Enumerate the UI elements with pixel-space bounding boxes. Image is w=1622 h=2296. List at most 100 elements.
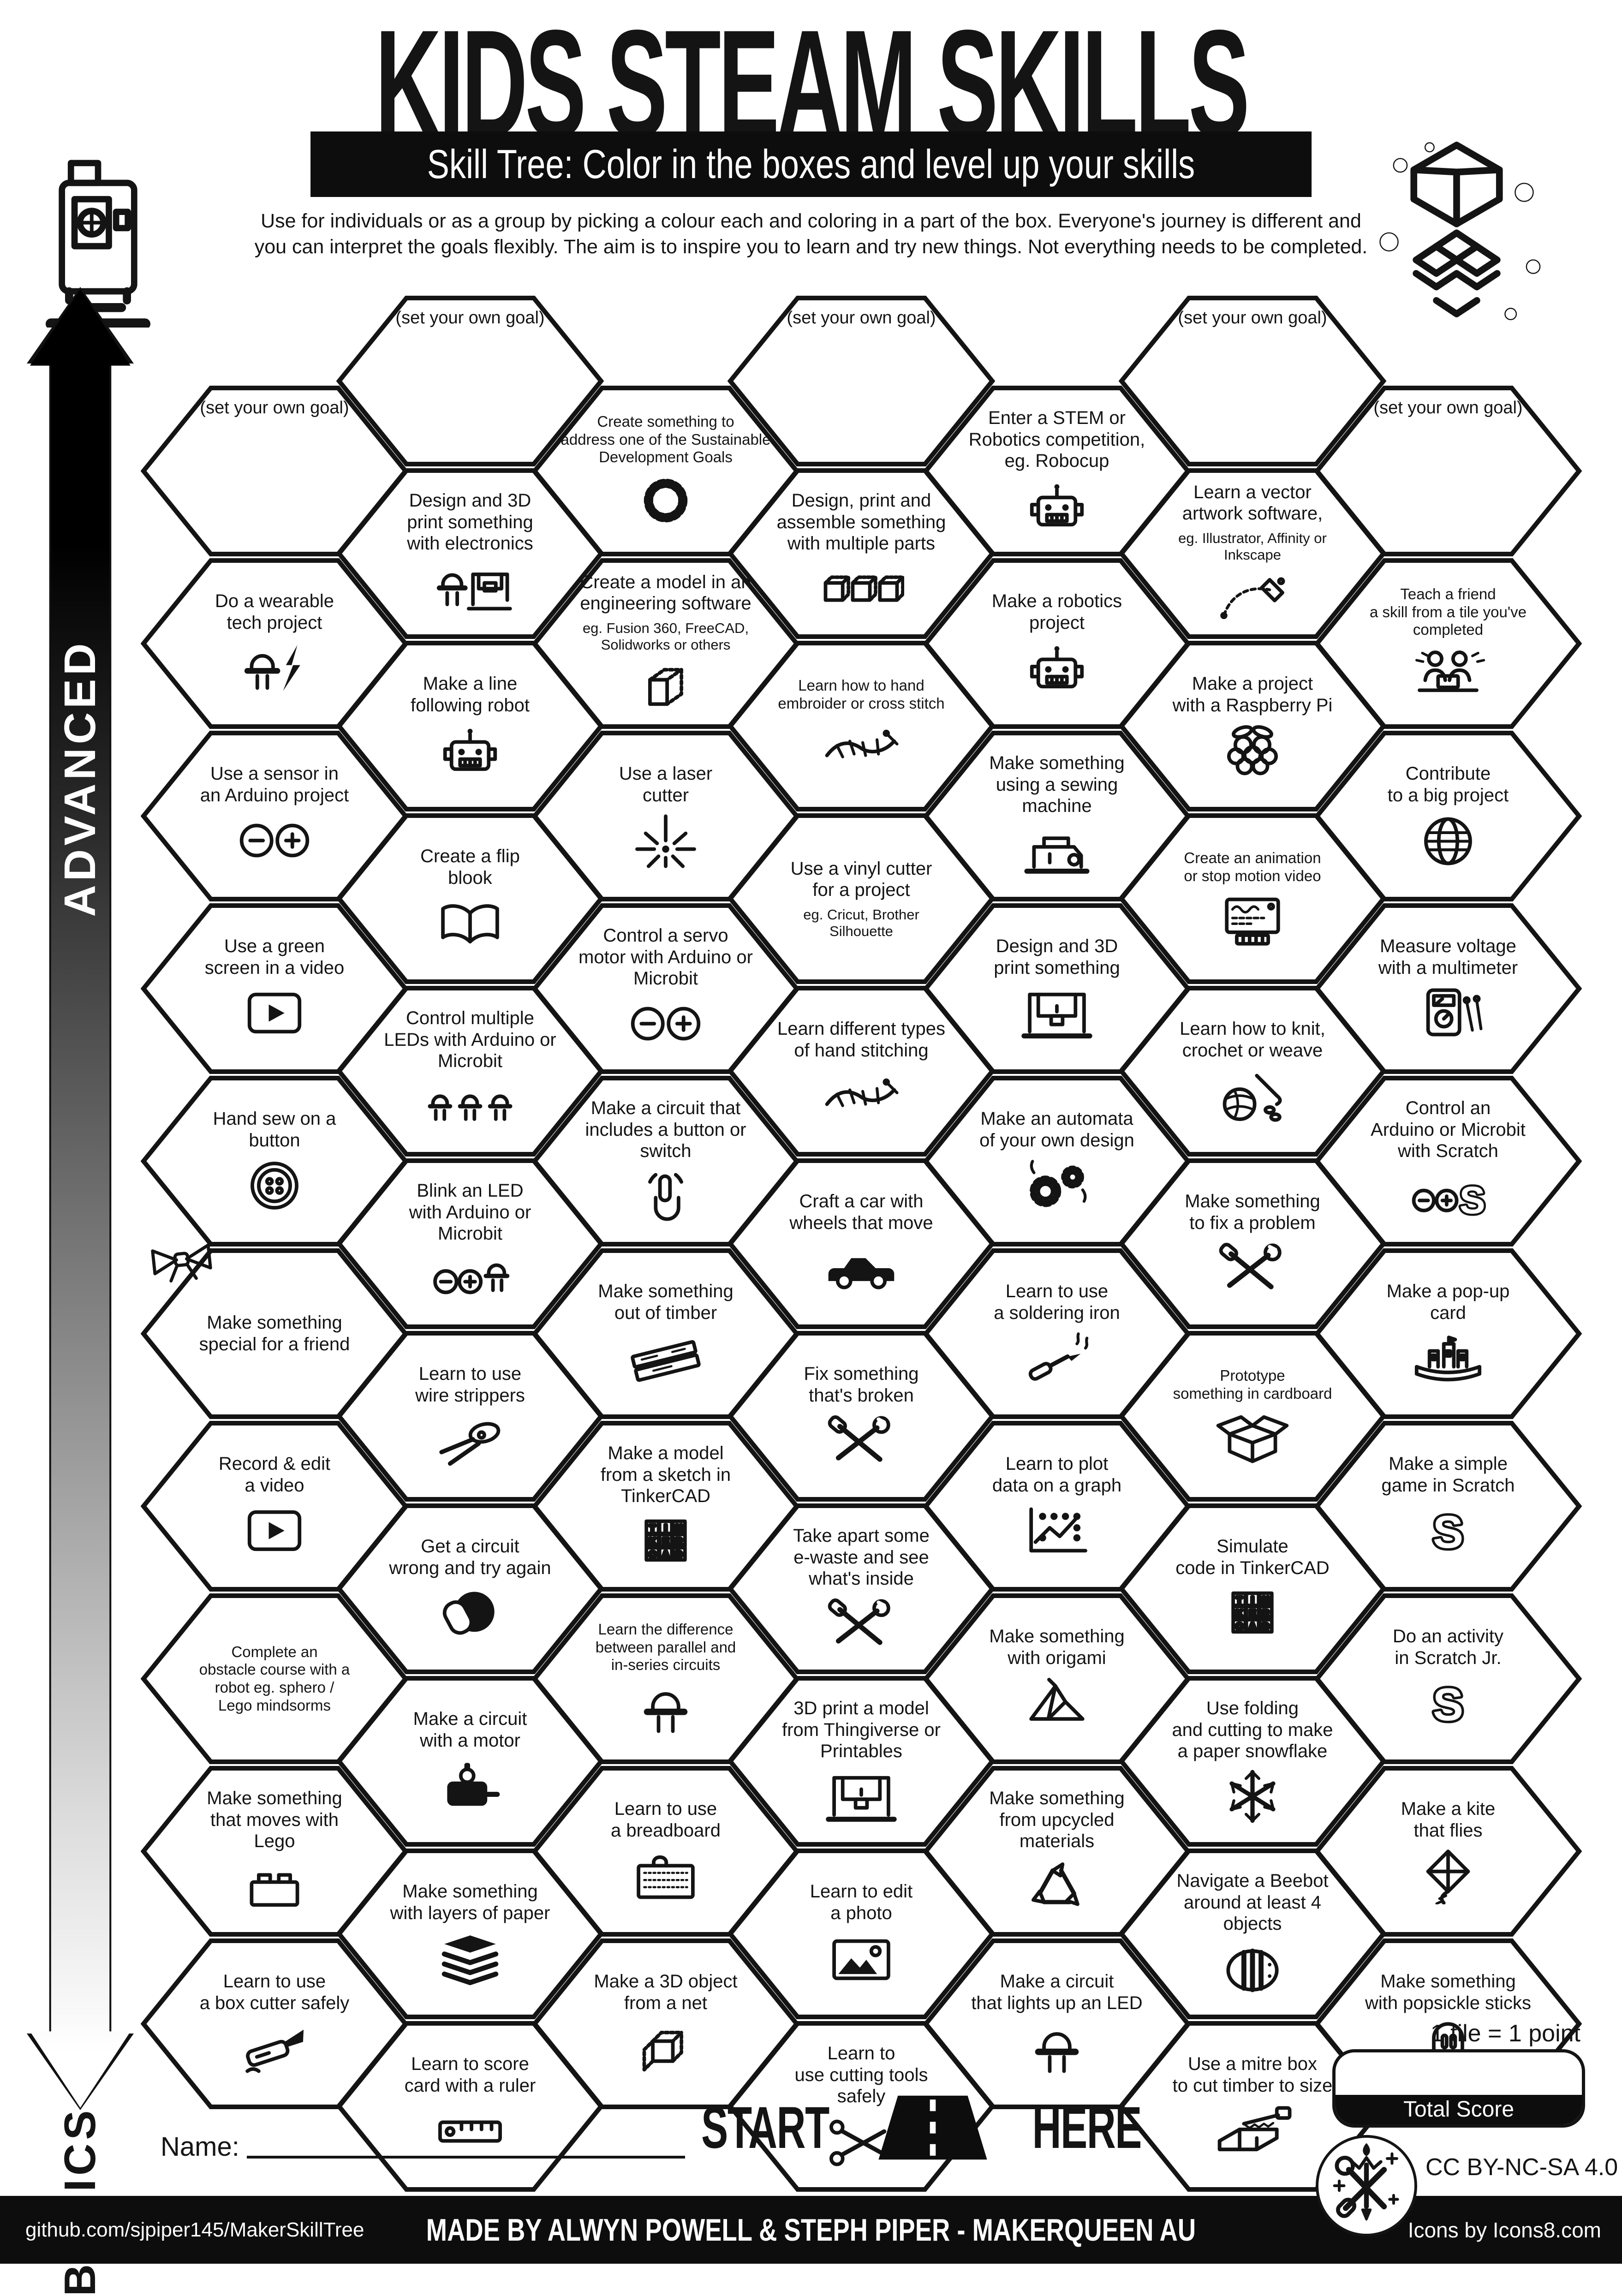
tile-control-an-arduino-or-microbit-with-scratc[interactable]: Control an Arduino or Microbit with Scra…: [1314, 1075, 1582, 1247]
tile-make-something-using-a-sewing-machine[interactable]: Make something using a sewing machine: [923, 730, 1191, 902]
tile-make-something-special-for-a-friend[interactable]: Make something special for a friend: [141, 1243, 408, 1419]
tile-learn-how-to-knit-crochet-or-weave[interactable]: Learn how to knit, crochet or weave: [1119, 985, 1386, 1157]
robot-icon: [1030, 646, 1084, 688]
tile-learn-a-vector-artwork-software[interactable]: Learn a vector artwork software, eg. Illu…: [1119, 468, 1386, 639]
book-icon: [441, 904, 499, 943]
goal-tile[interactable]: (set your own goal): [141, 385, 408, 557]
tile-content: Design, print and assemble something wit…: [728, 468, 995, 639]
motor-icon: [447, 1763, 500, 1806]
tile-content: Control a servo motor with Arduino or Mi…: [532, 903, 799, 1074]
svg-text:S: S: [1433, 1507, 1463, 1558]
tile-design-and-3d-print-something-with-electro[interactable]: Design and 3D print something with elect…: [336, 468, 604, 639]
tile-make-a-kite-that-flies[interactable]: Make a kite that flies: [1314, 1765, 1582, 1937]
svg-text:A: A: [1249, 1622, 1256, 1632]
tile-do-an-activity-in-scratch-jr[interactable]: Do an activity in Scratch Jr. S: [1314, 1593, 1582, 1765]
tile-do-a-wearable-tech-project[interactable]: Do a wearable tech project: [141, 558, 408, 729]
tile-design-and-3d-print-something[interactable]: Design and 3D print something: [923, 903, 1191, 1074]
tile-label: 3D print a model from Thingiverse or Pri…: [782, 1698, 941, 1762]
tile-content: (set your own goal): [336, 295, 604, 467]
tile-learn-to-plot-data-on-a-graph[interactable]: Learn to plot data on a graph: [923, 1420, 1191, 1592]
tile-hand-sew-on-a-button[interactable]: Hand sew on a button: [141, 1075, 408, 1247]
button-icon: [250, 1161, 298, 1210]
tile-content: Contribute to a big project: [1314, 730, 1582, 902]
tile-content: Make a circuit that includes a button or…: [532, 1075, 799, 1247]
tile-use-a-green-screen-in-a-video[interactable]: Use a green screen in a video: [141, 903, 408, 1074]
tile-create-something-to-address-one-of-the-sus[interactable]: Create something to address one of the S…: [532, 385, 799, 557]
tile-create-an-animation-or-stop-motion-video[interactable]: Create an animation or stop motion video: [1119, 813, 1386, 984]
animation-icon: [1225, 897, 1280, 946]
tile-learn-how-to-hand-embroider-or-cross-stitc[interactable]: Learn how to hand embroider or cross sti…: [728, 640, 995, 812]
goal-label: (set your own goal): [1178, 308, 1327, 328]
tile-label: Make something using a sewing machine: [989, 752, 1125, 817]
tile-record-edit-a-video[interactable]: Record & edit a video: [141, 1420, 408, 1592]
tile-make-a-line-following-robot[interactable]: Make a line following robot: [336, 640, 604, 812]
tile-content: Create something to address one of the S…: [532, 385, 799, 557]
tile-make-something-from-upcycled-materials[interactable]: Make something from upcycled materials: [923, 1765, 1191, 1937]
hexagon-outline: [1314, 731, 1582, 901]
name-input-line[interactable]: [246, 2156, 685, 2159]
tile-3d-print-a-model-from-thingiverse-or-print[interactable]: 3D print a model from Thingiverse or Pri…: [728, 1676, 995, 1847]
tile-learn-to-edit-a-photo[interactable]: Learn to edit a photo: [728, 1848, 995, 2020]
tile-create-a-flip-blook[interactable]: Create a flip blook: [336, 813, 604, 984]
tile-make-a-circuit-that-lights-up-an-led[interactable]: Make a circuit that lights up an LED: [923, 1938, 1191, 2110]
tile-contribute-to-a-big-project[interactable]: Contribute to a big project: [1314, 730, 1582, 902]
tile-complete-an-obstacle-course-with-a-robot-e[interactable]: Complete an obstacle course with a robot…: [141, 1593, 408, 1765]
hexagon-outline: [1119, 296, 1386, 466]
tile-label: Make something from upcycled materials: [989, 1788, 1125, 1852]
tile-make-a-circuit-that-includes-a-button-or-s[interactable]: Make a circuit that includes a button or…: [532, 1075, 799, 1247]
tile-make-something-to-fix-a-problem[interactable]: Make something to fix a problem: [1119, 1158, 1386, 1330]
tile-learn-to-use-wire-strippers[interactable]: Learn to use wire strippers: [336, 1330, 604, 1502]
tile-content: Create a model in an engineering softwar…: [532, 558, 799, 729]
tile-control-multiple-leds-with-arduino-or-micr[interactable]: Control multiple LEDs with Arduino or Mi…: [336, 985, 604, 1157]
svg-text:D: D: [675, 1550, 682, 1560]
tile-label: Get a circuit wrong and try again: [389, 1536, 551, 1578]
tile-measure-voltage-with-a-multimeter[interactable]: Measure voltage with a multimeter: [1314, 903, 1582, 1074]
tile-make-something-that-moves-with-lego[interactable]: Make something that moves with Lego: [141, 1765, 408, 1937]
scratch-icon: S: [1430, 1504, 1466, 1559]
tile-label: Use folding and cutting to make a paper …: [1172, 1698, 1333, 1762]
tile-make-an-automata-of-your-own-design[interactable]: Make an automata of your own design: [923, 1075, 1191, 1247]
tile-make-a-simple-game-in-scratch[interactable]: Make a simple game in Scratch S: [1314, 1420, 1582, 1592]
goal-tile[interactable]: (set your own goal): [1314, 385, 1582, 557]
tile-create-a-model-in-an-engineering-software[interactable]: Create a model in an engineering softwar…: [532, 558, 799, 729]
tile-content: Learn to use wire strippers: [336, 1330, 604, 1502]
tile-label: Learn to use a breadboard: [611, 1799, 721, 1841]
tile-content: Do an activity in Scratch Jr. S: [1314, 1593, 1582, 1765]
tile-teach-a-friend-a-skill-from-a-tile-you-ve-[interactable]: Teach a friend a skill from a tile you'v…: [1314, 558, 1582, 729]
goal-tile[interactable]: (set your own goal): [336, 295, 604, 467]
tile-label: Create something to address one of the S…: [561, 413, 771, 466]
tile-label: Create a flip blook: [420, 846, 520, 888]
tile-label: Make a circuit that lights up an LED: [971, 1971, 1143, 2013]
tile-navigate-a-beebot-around-at-least-4-object[interactable]: Navigate a Beebot around at least 4 obje…: [1119, 1848, 1386, 2020]
total-score-box[interactable]: Total Score: [1332, 2049, 1585, 2128]
tile-label: Control a servo motor with Arduino or Mi…: [578, 925, 753, 989]
svg-text:D: D: [1262, 1622, 1269, 1632]
tile-design-print-and-assemble-something-with-m[interactable]: Design, print and assemble something wit…: [728, 468, 995, 639]
hexagon-outline: [1314, 386, 1582, 556]
goal-tile[interactable]: (set your own goal): [728, 295, 995, 467]
tile-label: Use a vinyl cutter for a project: [790, 858, 932, 901]
led-icon: [1035, 2032, 1079, 2073]
total-score-label: Total Score: [1336, 2095, 1582, 2124]
tile-label: Make something with popsickle sticks: [1365, 1971, 1532, 2013]
tile-learn-to-use-a-breadboard[interactable]: Learn to use a breadboard: [532, 1765, 799, 1937]
tile-content: (set your own goal): [141, 385, 408, 557]
tile-enter-a-stem-or-robotics-competition-eg-ro[interactable]: Enter a STEM or Robotics competition, eg…: [923, 385, 1191, 557]
tile-label: Use a sensor in an Arduino project: [200, 763, 349, 805]
tile-learn-to-use-a-box-cutter-safely[interactable]: Learn to use a box cutter safely: [141, 1938, 408, 2110]
led-icon: [644, 1692, 688, 1733]
tile-content: Measure voltage with a multimeter: [1314, 903, 1582, 1074]
tile-content: Use a mitre box to cut timber to size: [1119, 2021, 1386, 2192]
tile-content: Make something that moves with Lego: [141, 1765, 408, 1937]
tile-learn-the-difference-between-parallel-and-[interactable]: Learn the difference between parallel an…: [532, 1593, 799, 1765]
tile-use-a-vinyl-cutter-for-a-project[interactable]: Use a vinyl cutter for a project eg. Cric…: [728, 813, 995, 984]
arduino-icon: [631, 1007, 701, 1041]
tile-label: Create a model in an engineering softwar…: [580, 572, 751, 614]
bow-icon: [151, 1243, 212, 1283]
sewing-icon: [1024, 836, 1090, 874]
svg-text:K: K: [1236, 1609, 1243, 1619]
tile-make-a-pop-up-card[interactable]: Make a pop-up card: [1314, 1248, 1582, 1419]
tile-sublabel: eg. Cricut, Brother Silhouette: [803, 906, 919, 939]
tile-label: Make a robotics project: [991, 591, 1122, 633]
goal-tile[interactable]: (set your own goal): [1119, 295, 1386, 467]
